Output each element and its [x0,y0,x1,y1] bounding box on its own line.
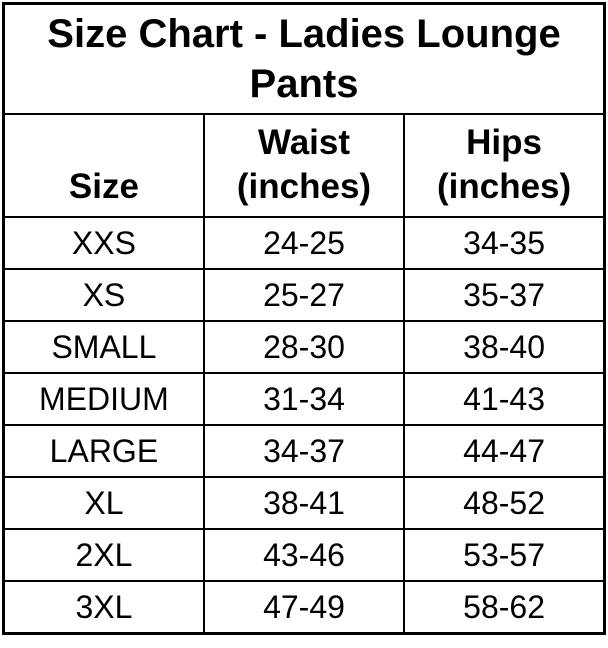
column-header-size: Size [2,113,205,218]
table-row: 2XL 43-46 53-57 [2,528,606,582]
table-row: LARGE 34-37 44-47 [2,424,606,478]
hips-cell: 48-52 [403,476,606,530]
table-row: XL 38-41 48-52 [2,476,606,530]
size-cell: 3XL [2,580,205,635]
table-row: 3XL 47-49 58-62 [2,580,606,635]
hips-cell: 53-57 [403,528,606,582]
chart-title: Size Chart - Ladies Lounge Pants [2,2,606,115]
size-cell: 2XL [2,528,205,582]
column-header-hips: Hips (inches) [403,113,606,218]
hips-cell: 38-40 [403,320,606,374]
waist-cell: 24-25 [202,216,406,270]
hips-cell: 44-47 [403,424,606,478]
table-row: XS 25-27 35-37 [2,268,606,322]
waist-cell: 31-34 [202,372,406,426]
waist-cell: 38-41 [202,476,406,530]
size-cell: SMALL [2,320,205,374]
size-chart-table: Size Chart - Ladies Lounge Pants Size Wa… [2,2,606,635]
table-row: XXS 24-25 34-35 [2,216,606,270]
column-header-waist: Waist (inches) [202,113,406,218]
size-cell: XXS [2,216,205,270]
header-row: Size Waist (inches) Hips (inches) [2,113,606,218]
size-cell: LARGE [2,424,205,478]
waist-cell: 47-49 [202,580,406,635]
hips-cell: 34-35 [403,216,606,270]
size-cell: XS [2,268,205,322]
waist-cell: 25-27 [202,268,406,322]
size-cell: XL [2,476,205,530]
waist-cell: 28-30 [202,320,406,374]
table-row: SMALL 28-30 38-40 [2,320,606,374]
hips-cell: 41-43 [403,372,606,426]
waist-cell: 43-46 [202,528,406,582]
size-cell: MEDIUM [2,372,205,426]
hips-cell: 35-37 [403,268,606,322]
table-row: MEDIUM 31-34 41-43 [2,372,606,426]
title-row: Size Chart - Ladies Lounge Pants [2,2,606,115]
waist-cell: 34-37 [202,424,406,478]
hips-cell: 58-62 [403,580,606,635]
